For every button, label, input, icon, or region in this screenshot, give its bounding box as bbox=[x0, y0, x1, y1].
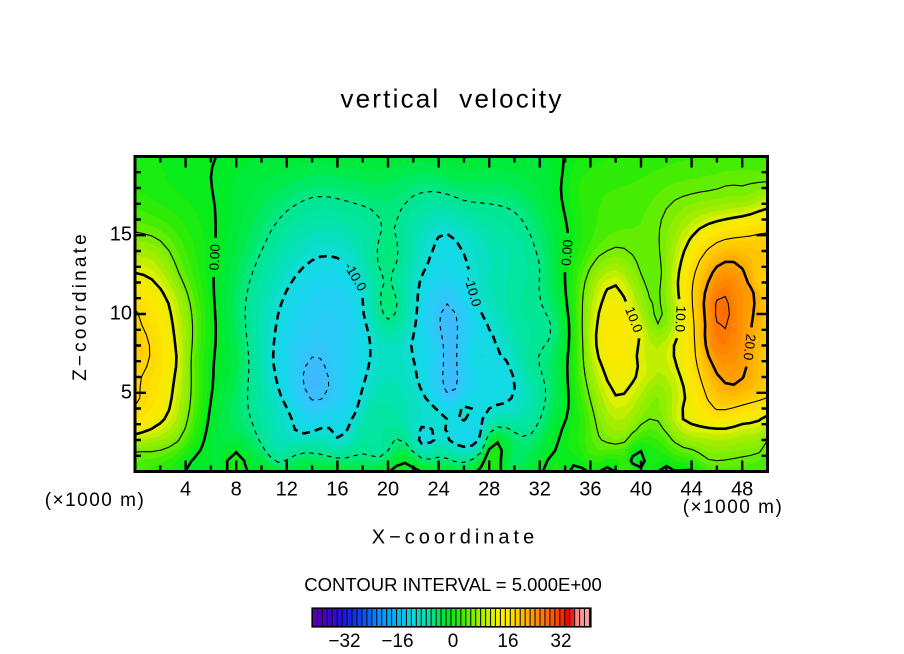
svg-text:10.0: 10.0 bbox=[672, 305, 688, 332]
svg-text:0.00: 0.00 bbox=[559, 239, 576, 266]
svg-text:0.00: 0.00 bbox=[207, 244, 223, 271]
svg-text:20.0: 20.0 bbox=[740, 333, 758, 361]
